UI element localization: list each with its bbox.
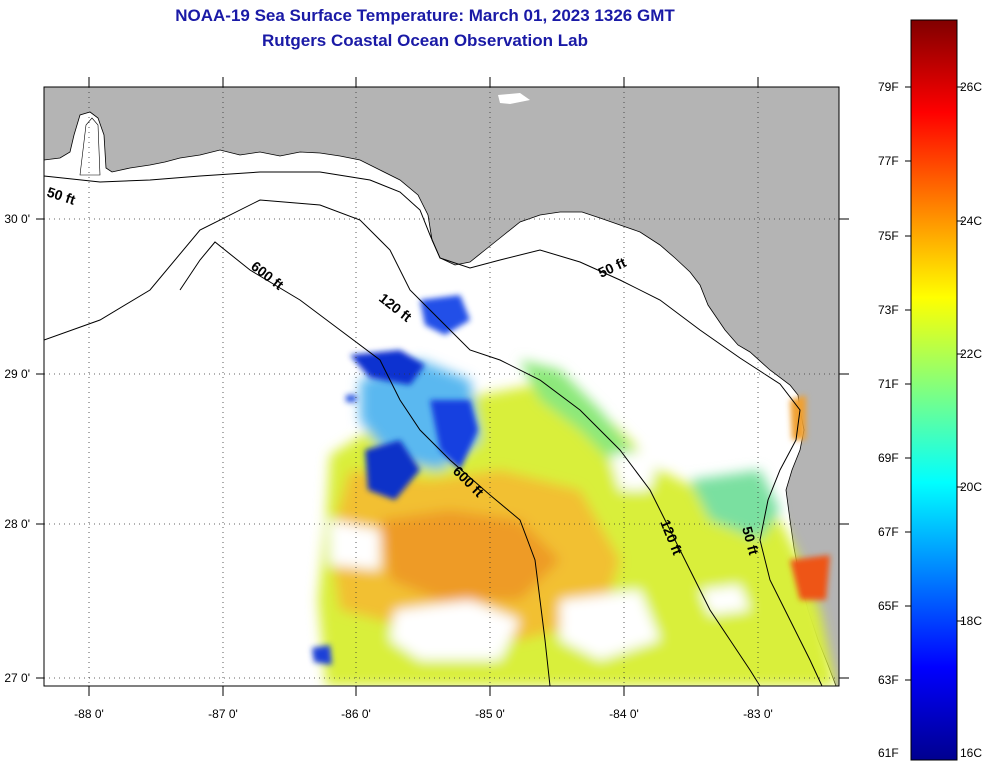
title-line-1: NOAA-19 Sea Surface Temperature: March 0… bbox=[175, 6, 675, 25]
colorbar-c-label: 24C bbox=[960, 214, 983, 228]
colorbar-f-label: 65F bbox=[878, 599, 899, 613]
lon-label: -86 0' bbox=[341, 707, 371, 721]
contour-600ft bbox=[179, 241, 551, 686]
map-frame bbox=[43, 86, 840, 687]
colorbar-c-label: 26C bbox=[960, 80, 983, 94]
lon-label: -85 0' bbox=[475, 707, 505, 721]
lon-label: -83 0' bbox=[743, 707, 773, 721]
colorbar-f-label: 77F bbox=[878, 154, 899, 168]
bay-water bbox=[79, 117, 101, 176]
colorbar-f-label: 71F bbox=[878, 377, 899, 391]
colorbar-f-label: 73F bbox=[878, 303, 899, 317]
contour-label-50ft: 50 ft bbox=[739, 525, 762, 557]
colorbar-f-label: 67F bbox=[878, 525, 899, 539]
colorbar-c-label: 20C bbox=[960, 480, 983, 494]
lat-label: 28 0' bbox=[4, 517, 30, 531]
lat-label: 29 0' bbox=[4, 367, 30, 381]
lon-label: -88 0' bbox=[74, 707, 104, 721]
lake bbox=[498, 93, 530, 104]
colorbar-c-label: 18C bbox=[960, 614, 983, 628]
colorbar-f-label: 79F bbox=[878, 80, 899, 94]
contour-120ft bbox=[44, 199, 761, 686]
lon-label: -84 0' bbox=[609, 707, 639, 721]
colorbar-ticks bbox=[905, 86, 963, 681]
contour-50ft-west bbox=[44, 171, 823, 686]
colorbar-f-label: 75F bbox=[878, 229, 899, 243]
colorbar-c-label: 16C bbox=[960, 746, 983, 760]
colorbar-f-label: 61F bbox=[878, 746, 899, 760]
colorbar-f-label: 63F bbox=[878, 673, 899, 687]
colorbar-c-label: 22C bbox=[960, 347, 983, 361]
colorbar bbox=[910, 19, 958, 761]
title-line-2: Rutgers Coastal Ocean Observation Lab bbox=[262, 31, 588, 50]
land-area bbox=[44, 87, 839, 686]
lat-label: 30 0' bbox=[4, 212, 30, 226]
lat-label: 27 0' bbox=[4, 671, 30, 685]
lon-label: -87 0' bbox=[208, 707, 238, 721]
axis-ticks bbox=[36, 77, 849, 696]
colorbar-f-label: 69F bbox=[878, 451, 899, 465]
